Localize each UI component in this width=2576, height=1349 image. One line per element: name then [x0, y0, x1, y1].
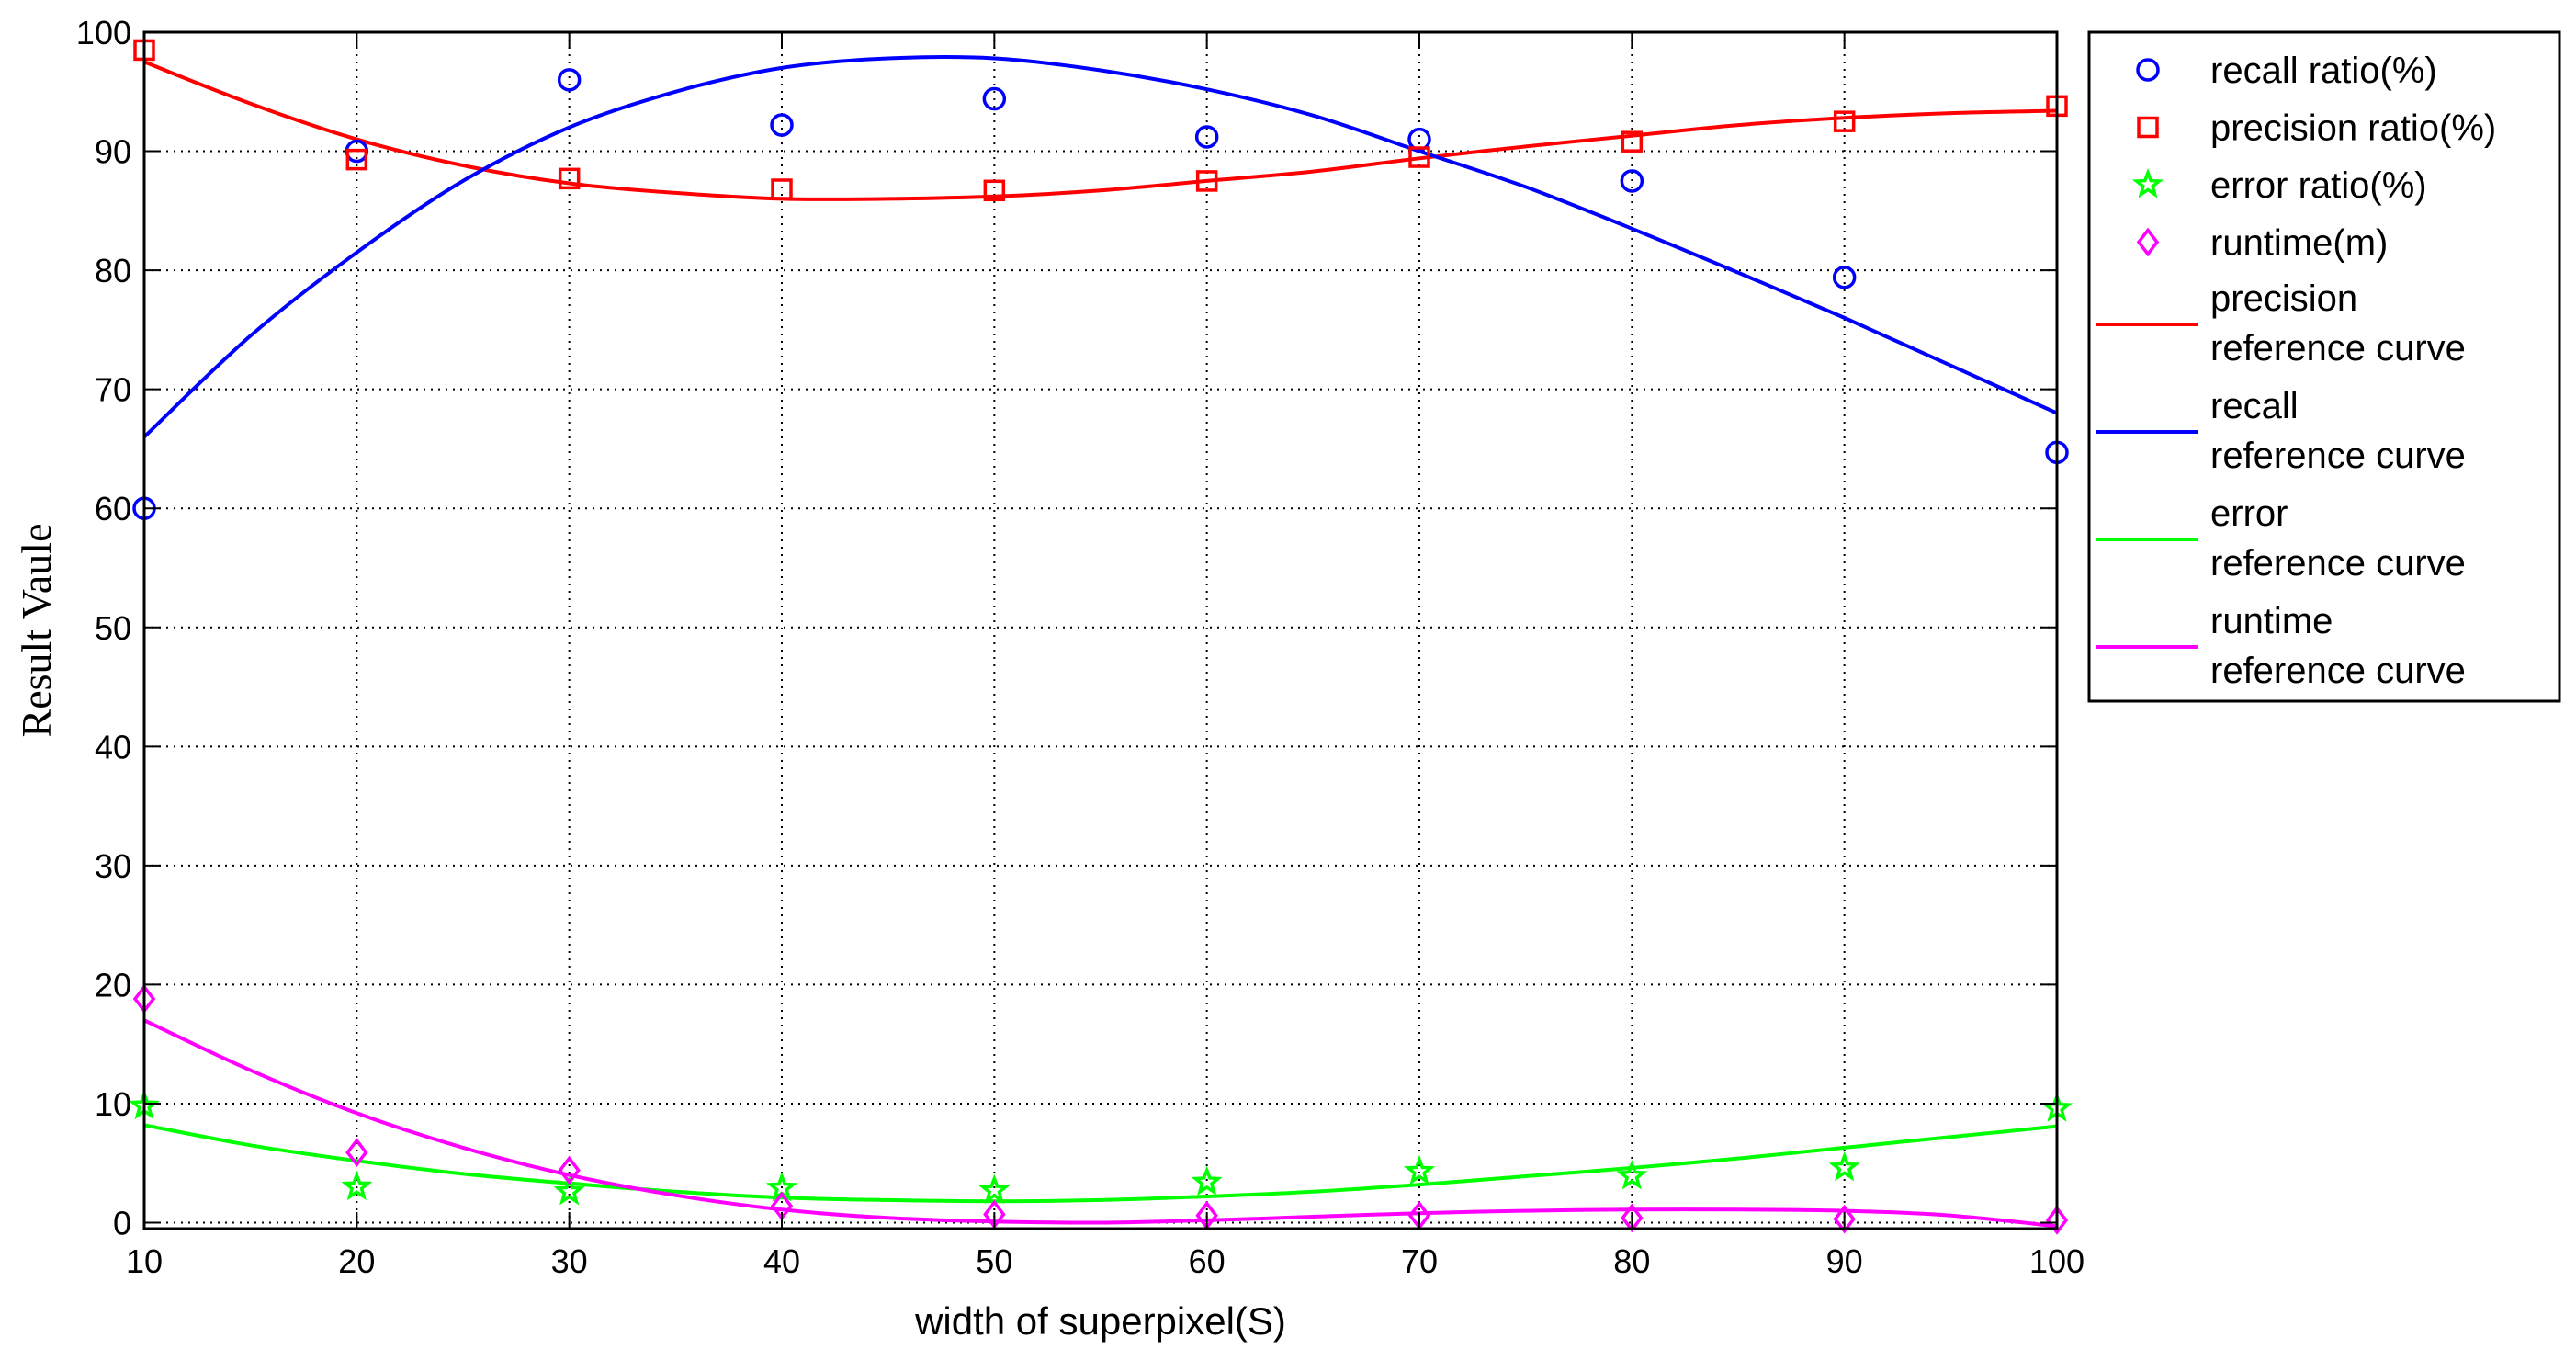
square-data-point [983, 179, 1006, 202]
legend-label: reference curve [2210, 436, 2466, 476]
reference-curves [142, 55, 2058, 1229]
grid-lines [144, 32, 2057, 1229]
star-data-point [553, 1174, 585, 1206]
circle-data-point [770, 113, 794, 137]
star-data-point [341, 1170, 373, 1201]
y-tick-label: 100 [76, 14, 131, 51]
legend-label: reference curve [2210, 543, 2466, 584]
circle-data-point [982, 86, 1007, 111]
y-tick-label: 60 [95, 490, 131, 527]
legend-label: error [2210, 493, 2288, 534]
legend-label: runtime(m) [2210, 223, 2388, 264]
x-tick-label: 50 [976, 1242, 1012, 1280]
star-data-point [1403, 1154, 1436, 1185]
y-tick-label: 50 [95, 609, 131, 647]
x-tick-label: 100 [2029, 1242, 2085, 1280]
error-reference-curve [143, 1123, 2058, 1204]
square-data-point [558, 167, 581, 190]
square-data-point [1833, 110, 1856, 132]
circle-data-point [1832, 266, 1857, 289]
diamond-data-point [1833, 1204, 1856, 1234]
y-tick-label: 30 [95, 847, 131, 885]
legend-label: error ratio(%) [2210, 165, 2427, 206]
legend-label: precision ratio(%) [2210, 108, 2496, 149]
recall-reference-curve [142, 55, 2058, 438]
y-tick-label: 70 [95, 371, 131, 409]
square-data-point [771, 178, 793, 200]
star-data-point [1616, 1160, 1648, 1190]
x-tick-label: 90 [1826, 1242, 1863, 1280]
legend-marker-diamond [2136, 227, 2160, 257]
diamond-data-point [345, 1138, 368, 1167]
y-tick-label: 0 [113, 1205, 131, 1242]
square-data-point [1195, 170, 1218, 192]
star-data-point [978, 1173, 1011, 1205]
data-markers [128, 39, 2073, 1235]
x-tick-label: 10 [126, 1242, 163, 1280]
plot-area-frame [142, 30, 2059, 1230]
legend-box [2087, 30, 2561, 703]
precision-reference-curve [143, 60, 2058, 201]
legend-marker-star [2131, 167, 2164, 198]
circle-data-point [1620, 169, 1644, 193]
legend-label: recall ratio(%) [2210, 51, 2437, 91]
legend-label: recall [2210, 386, 2299, 426]
y-axis-label: Result Vaule [13, 524, 60, 738]
star-data-point [1191, 1165, 1223, 1196]
x-tick-label: 20 [338, 1242, 375, 1280]
legend-marker-square [2137, 116, 2159, 139]
x-tick-label: 80 [1613, 1242, 1650, 1280]
runtime-reference-curve [143, 1018, 2058, 1229]
y-tick-label: 40 [95, 728, 131, 765]
diamond-data-point [2045, 1206, 2069, 1235]
axis-ticks: 10 20 30 40 50 60 70 80 90 1000102030405060708090… [76, 14, 2085, 1280]
circle-data-point [557, 68, 582, 92]
x-axis-label: width of superpixel(S) [914, 1299, 1286, 1343]
square-data-point [1621, 130, 1644, 153]
legend: recall ratio(%) precision ratio(%) error r… [2087, 30, 2561, 703]
star-data-point [1828, 1151, 1860, 1182]
x-tick-label: 40 [763, 1242, 800, 1280]
y-tick-label: 80 [95, 252, 131, 289]
y-tick-label: 90 [95, 133, 131, 171]
diamond-data-point [558, 1155, 581, 1185]
x-tick-label: 60 [1189, 1242, 1226, 1280]
x-tick-label: 70 [1401, 1242, 1438, 1280]
legend-marker-circle [2136, 58, 2160, 82]
x-tick-label: 30 [551, 1242, 588, 1280]
legend-label: reference curve [2210, 328, 2466, 368]
y-tick-label: 10 [95, 1085, 131, 1123]
square-data-point [1408, 146, 1430, 168]
legend-label: reference curve [2210, 651, 2466, 691]
square-data-point [345, 148, 368, 171]
y-tick-label: 20 [95, 966, 131, 1003]
legend-label: precision [2210, 278, 2357, 319]
circle-data-point [1194, 125, 1219, 149]
legend-label: runtime [2210, 601, 2333, 641]
